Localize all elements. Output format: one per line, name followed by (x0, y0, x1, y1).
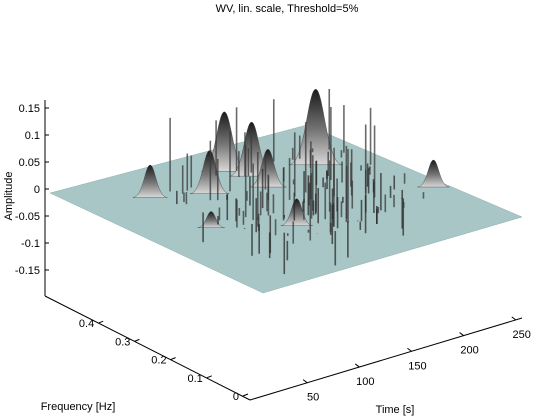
z-axis: 0.15 0.1 0.05 0 -0.05 -0.1 -0.15 Amplitude (3, 100, 49, 296)
x-tick-label: 50 (307, 392, 319, 404)
surface-peak (417, 159, 450, 188)
x-tick-mark (354, 363, 360, 368)
x-tick-label: 250 (513, 329, 531, 341)
y-tick-mark (206, 375, 212, 379)
y-tick-mark (242, 393, 249, 397)
y-tick-label: 0.4 (79, 318, 94, 330)
y-axis-label: Frequency [Hz] (41, 401, 116, 413)
y-tick-mark (98, 320, 104, 324)
x-tick-label: 150 (408, 360, 426, 372)
y-tick-label: 0.3 (115, 336, 130, 348)
y-tick-label: 0.2 (151, 355, 166, 367)
x-axis: 50 100 150 200 250 Time [s] (249, 316, 531, 416)
y-tick-label: 0 (233, 391, 239, 403)
z-axis-label: Amplitude (3, 172, 15, 221)
x-tick-label: 200 (460, 345, 478, 357)
x-tick-mark (407, 347, 412, 352)
x-tick-mark (459, 332, 464, 336)
y-tick-label: 0.1 (188, 373, 203, 385)
z-tick-label: 0.05 (19, 157, 40, 169)
x-tick-mark (302, 379, 308, 384)
x-tick-mark (511, 316, 517, 321)
chart-title: WV, lin. scale, Threshold=5% (216, 3, 359, 15)
z-tick-label: -0.1 (21, 238, 40, 250)
surface-peak (280, 198, 313, 226)
surface-peak (132, 164, 168, 198)
z-tick-label: 0.1 (25, 130, 40, 142)
y-tick-mark (134, 338, 140, 342)
z-tick-label: -0.05 (15, 211, 40, 223)
z-tick-label: 0 (34, 184, 40, 196)
z-tick-label: 0.15 (19, 103, 40, 115)
threshold-plane (49, 124, 523, 294)
surface-mesh (132, 88, 450, 275)
x-axis-label: Time [s] (376, 404, 415, 416)
y-axis: 0 0.1 0.2 0.3 0.4 Frequency [Hz] (41, 295, 251, 413)
y-tick-mark (170, 357, 176, 361)
z-tick-label: -0.15 (15, 265, 40, 277)
x-tick-label: 100 (356, 376, 374, 388)
